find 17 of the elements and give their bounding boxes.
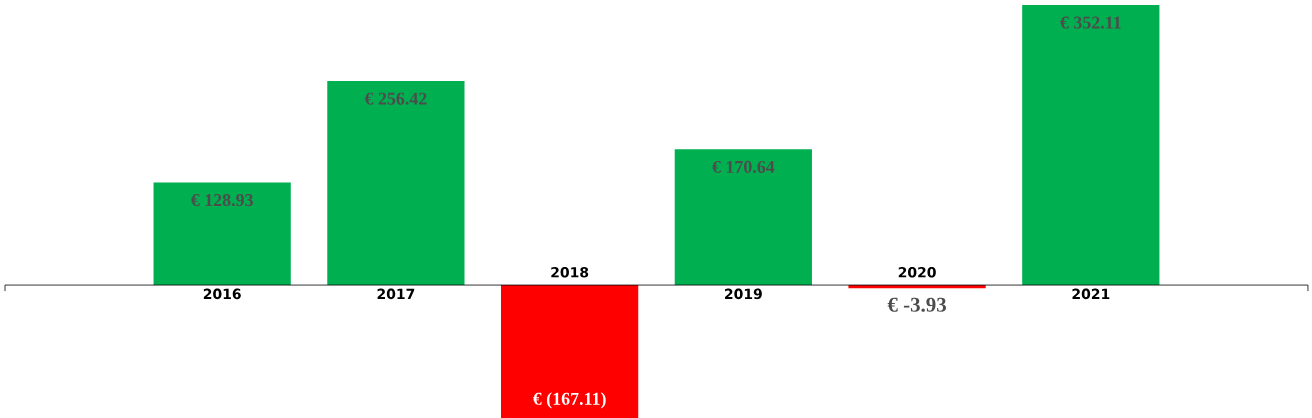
bar — [327, 81, 465, 286]
x-tick-label: 2021 — [1072, 288, 1110, 300]
bar — [674, 149, 812, 286]
x-tick-label: 2019 — [725, 288, 762, 300]
x-tick-label: 2016 — [203, 288, 241, 300]
data-label: € -3.93 — [887, 297, 946, 312]
data-label: € (167.11) — [532, 392, 606, 409]
data-label: € 170.64 — [712, 160, 775, 174]
bar — [500, 285, 639, 418]
data-label: € 256.42 — [364, 92, 427, 105]
x-tick-label: 2020 — [898, 267, 936, 278]
bar — [1022, 5, 1160, 286]
bar — [153, 182, 291, 286]
x-tick-label: 2017 — [377, 288, 415, 300]
data-label: € 352.11 — [1060, 16, 1121, 29]
data-label: € 128.93 — [191, 194, 253, 207]
x-tick-label: 2018 — [551, 267, 589, 278]
